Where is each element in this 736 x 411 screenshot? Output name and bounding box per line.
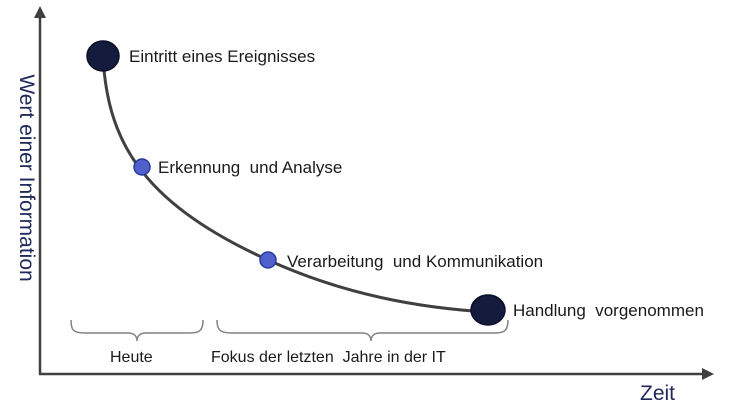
x-axis-arrowhead	[702, 368, 714, 380]
y-axis-title: Wert einer Information	[15, 74, 38, 281]
x-axis-title: Zeit	[640, 382, 675, 405]
marker-processing-communication	[259, 251, 277, 269]
marker-event-occurrence	[86, 40, 120, 72]
bracket-label-recent-focus: Fokus der letzten Jahre in der IT	[211, 349, 446, 366]
label-action-taken: Handlung vorgenommen	[513, 301, 704, 320]
bracket-today	[70, 319, 204, 342]
label-processing-communication: Verarbeitung und Kommunikation	[287, 252, 543, 271]
label-detection-analysis: Erkennung und Analyse	[158, 158, 342, 177]
bracket-label-today: Heute	[110, 349, 153, 366]
bracket-recent-focus	[216, 319, 509, 342]
decay-curve	[101, 57, 489, 314]
axes	[34, 6, 714, 380]
label-event-occurrence: Eintritt eines Ereignisses	[129, 47, 315, 66]
y-axis-arrowhead	[34, 6, 46, 18]
marker-action-taken	[470, 294, 506, 326]
marker-detection-analysis	[133, 158, 151, 176]
